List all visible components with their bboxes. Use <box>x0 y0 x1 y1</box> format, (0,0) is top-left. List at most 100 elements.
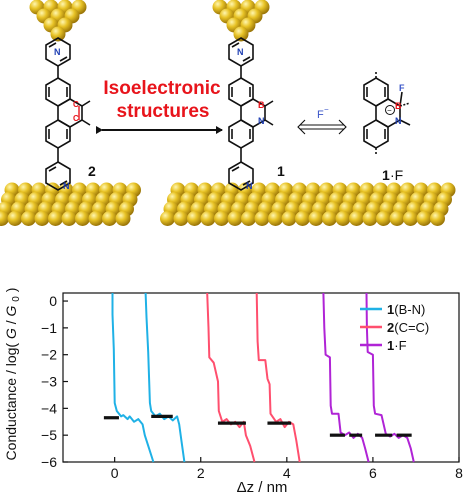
gold-atom <box>34 211 50 226</box>
gold-atom <box>187 211 202 226</box>
legend-label-rest: (C=C) <box>394 320 429 335</box>
gold-atom <box>48 211 63 226</box>
trace-cc-1 <box>206 292 256 463</box>
scheme-title-line1: Isoelectronic <box>103 78 221 99</box>
molecule-1-bottom-N: N <box>246 181 253 191</box>
gold-atom <box>362 211 378 226</box>
legend-label-rest: (B-N) <box>394 302 425 317</box>
y-axis-title-slash: / <box>3 320 19 324</box>
gold-atom <box>61 211 77 226</box>
y-axis-title-G: G <box>3 328 19 339</box>
gold-atom <box>416 211 432 226</box>
gold-atom <box>200 211 216 226</box>
gold-atom <box>50 26 66 42</box>
svg-text:Conductance / log( G: Conductance / log( G / G 0 ) <box>3 288 22 461</box>
y-axis-title-prefix: Conductance / log( <box>3 343 19 461</box>
gold-atom <box>389 211 405 226</box>
molecule-1F-fluorine: F <box>399 83 405 93</box>
y-axis-title-suffix: ) <box>3 288 19 293</box>
legend-label-cc: 2(C=C) <box>387 320 429 335</box>
gold-atom <box>115 211 131 226</box>
legend-label-bold: 1 <box>387 302 394 317</box>
fluoride-label: F <box>317 109 324 121</box>
x-tick-label: 4 <box>283 465 291 481</box>
y-tick-label: −4 <box>41 400 57 416</box>
molecule-2-top-N: N <box>54 47 61 57</box>
molecule-2 <box>45 37 91 191</box>
molecule-1-boron: B <box>258 100 265 110</box>
gold-atom <box>21 211 36 226</box>
molecule-1F-label-num: 1 <box>382 167 390 183</box>
molecule-1F-nitrogen: N <box>395 116 402 126</box>
y-axis-title-G0: G <box>3 305 19 316</box>
legend: 1(B-N)2(C=C)1·F <box>360 302 429 353</box>
gold-atom <box>0 211 9 226</box>
molecule-1-top-N: N <box>237 47 244 57</box>
legend-label-rest: ·F <box>394 338 406 353</box>
molecule-1 <box>228 37 274 191</box>
gold-atom <box>160 211 175 226</box>
y-tick-label: −1 <box>41 320 57 336</box>
negative-charge-icon <box>385 105 395 115</box>
y-tick-label: −6 <box>41 454 57 470</box>
conductance-chart: 0 2 4 6 8 0 −1 −2 −3 −4 −5 −6 Conductance / log( G … <box>3 288 463 496</box>
gold-tip-left <box>29 0 87 42</box>
molecule-2-C-top: C <box>73 100 79 109</box>
molecule-1-label: 1 <box>277 163 285 179</box>
gold-atom <box>227 211 243 226</box>
gold-tip-right <box>212 0 270 42</box>
fluoride-charge: − <box>324 105 329 114</box>
gold-atom <box>7 211 23 226</box>
plot-area: 0 2 4 6 8 0 −1 −2 −3 −4 −5 −6 <box>41 292 463 481</box>
legend-label-bold: 2 <box>387 320 394 335</box>
molecule-1F-minus: − <box>387 106 392 115</box>
gold-atom <box>233 26 249 42</box>
gold-atom <box>281 211 297 226</box>
molecule-2-C-bottom: C <box>73 114 79 123</box>
gold-atom <box>88 211 104 226</box>
gold-substrate-left <box>0 182 141 226</box>
molecule-1F-boron: B <box>395 101 402 111</box>
gold-atom <box>295 211 310 226</box>
legend-label-f: 1·F <box>387 338 407 353</box>
legend-label-bold: 1 <box>387 338 394 353</box>
y-axis-title-sub0: 0 <box>11 296 22 302</box>
gold-atom <box>241 211 256 226</box>
y-tick-label: −3 <box>41 374 57 390</box>
x-tick-label: 6 <box>369 465 377 481</box>
gold-atom <box>376 211 391 226</box>
plot-frame <box>62 292 460 463</box>
y-tick-label: −2 <box>41 347 57 363</box>
gold-atom <box>335 211 351 226</box>
gold-atom <box>349 211 364 226</box>
molecule-2-bottom-N: N <box>63 181 70 191</box>
gold-atom <box>430 211 445 226</box>
molecular-scheme: N N C C 2 N N B N 1 <box>0 0 456 226</box>
scheme-title-line2: structures <box>117 101 210 122</box>
gold-atom <box>214 211 229 226</box>
gold-atom <box>254 211 270 226</box>
y-tick-label: −5 <box>41 427 57 443</box>
gold-atom <box>75 211 90 226</box>
x-tick-label: 8 <box>455 465 463 481</box>
gold-atom <box>268 211 283 226</box>
molecule-1-nitrogen: N <box>258 116 265 126</box>
trace-bn-1 <box>111 293 155 463</box>
y-tick-label: 0 <box>49 293 57 309</box>
gold-atom <box>173 211 189 226</box>
gold-atom <box>102 211 117 226</box>
fluoride-equilibrium-arrow <box>297 119 347 135</box>
gold-atom <box>322 211 337 226</box>
trace-bn-2 <box>144 292 186 463</box>
molecule-1F-label: 1 ·F <box>382 167 403 183</box>
y-axis-title: Conductance / log( G / G 0 ) <box>3 288 22 461</box>
x-tick-label: 2 <box>197 465 205 481</box>
gold-substrate-right <box>160 182 456 226</box>
molecule-1F-label-suffix: ·F <box>390 167 403 183</box>
x-axis-title: Δz / nm <box>237 479 288 496</box>
molecule-2-label: 2 <box>88 163 96 179</box>
x-tick-label: 0 <box>111 465 119 481</box>
molecule-1F <box>363 72 411 156</box>
gold-atom <box>403 211 418 226</box>
